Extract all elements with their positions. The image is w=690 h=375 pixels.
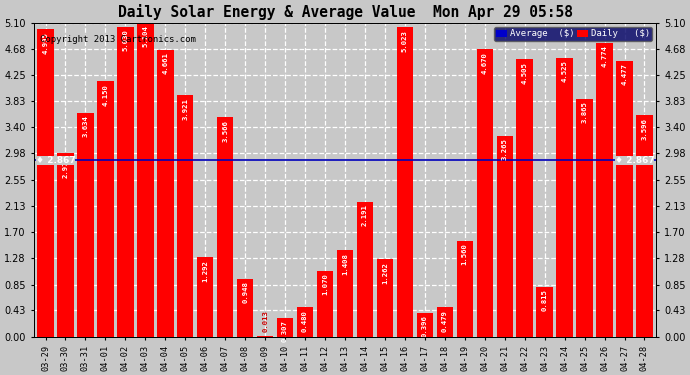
Bar xyxy=(536,287,553,337)
Bar xyxy=(397,27,413,337)
Text: 1.292: 1.292 xyxy=(202,260,208,282)
Text: 3.921: 3.921 xyxy=(182,98,188,120)
Text: 0.396: 0.396 xyxy=(422,315,428,337)
Bar xyxy=(477,49,493,337)
Text: 1.070: 1.070 xyxy=(322,273,328,296)
Text: 3.566: 3.566 xyxy=(222,120,228,142)
Text: ♦ 2.867: ♦ 2.867 xyxy=(36,156,75,165)
Bar xyxy=(337,250,353,337)
Text: 4.477: 4.477 xyxy=(622,64,627,86)
Text: 0.307: 0.307 xyxy=(282,321,288,342)
Bar xyxy=(417,312,433,337)
Bar xyxy=(197,257,213,337)
Text: 2.191: 2.191 xyxy=(362,204,368,226)
Bar xyxy=(137,22,154,337)
Text: 4.505: 4.505 xyxy=(522,62,528,84)
Text: 1.408: 1.408 xyxy=(342,253,348,274)
Bar xyxy=(317,271,333,337)
Text: 0.480: 0.480 xyxy=(302,310,308,332)
Bar xyxy=(616,61,633,337)
Text: 1.262: 1.262 xyxy=(382,262,388,284)
Bar xyxy=(37,29,54,337)
Bar xyxy=(257,336,273,337)
Text: 5.023: 5.023 xyxy=(402,30,408,52)
Bar xyxy=(357,202,373,337)
Text: ♦ 2.867: ♦ 2.867 xyxy=(615,156,654,165)
Text: 4.670: 4.670 xyxy=(482,52,488,74)
Text: 2.979: 2.979 xyxy=(63,156,68,178)
Bar xyxy=(457,241,473,337)
Text: 0.815: 0.815 xyxy=(542,289,548,311)
Bar xyxy=(217,117,233,337)
Bar xyxy=(576,99,593,337)
Text: 4.525: 4.525 xyxy=(562,61,568,82)
Text: 3.865: 3.865 xyxy=(582,101,588,123)
Text: 4.661: 4.661 xyxy=(162,52,168,74)
Bar xyxy=(57,153,74,337)
Bar xyxy=(377,259,393,337)
Bar xyxy=(556,58,573,337)
Bar xyxy=(177,95,193,337)
Text: 3.265: 3.265 xyxy=(502,138,508,160)
Text: 4.774: 4.774 xyxy=(602,45,607,67)
Bar xyxy=(77,113,94,337)
Text: 0.479: 0.479 xyxy=(442,310,448,332)
Bar xyxy=(497,136,513,337)
Bar xyxy=(157,50,173,337)
Text: 1.560: 1.560 xyxy=(462,243,468,265)
Text: 3.634: 3.634 xyxy=(83,116,88,137)
Text: 3.596: 3.596 xyxy=(642,118,647,140)
Bar xyxy=(277,318,293,337)
Text: 4.995: 4.995 xyxy=(43,32,48,54)
Bar xyxy=(596,43,613,337)
Text: 0.013: 0.013 xyxy=(262,310,268,333)
Bar xyxy=(636,116,653,337)
Bar xyxy=(297,308,313,337)
Text: 5.104: 5.104 xyxy=(142,25,148,47)
Bar xyxy=(517,59,533,337)
Text: 0.948: 0.948 xyxy=(242,281,248,303)
Bar xyxy=(117,27,134,337)
Text: 4.150: 4.150 xyxy=(102,84,108,106)
Text: 5.030: 5.030 xyxy=(122,30,128,51)
Bar xyxy=(97,81,114,337)
Text: Copyright 2013 Cartronics.com: Copyright 2013 Cartronics.com xyxy=(40,35,196,44)
Title: Daily Solar Energy & Average Value  Mon Apr 29 05:58: Daily Solar Energy & Average Value Mon A… xyxy=(117,4,573,20)
Bar xyxy=(437,308,453,337)
Legend: Average  ($), Daily   ($): Average ($), Daily ($) xyxy=(494,27,652,41)
Bar xyxy=(237,279,253,337)
